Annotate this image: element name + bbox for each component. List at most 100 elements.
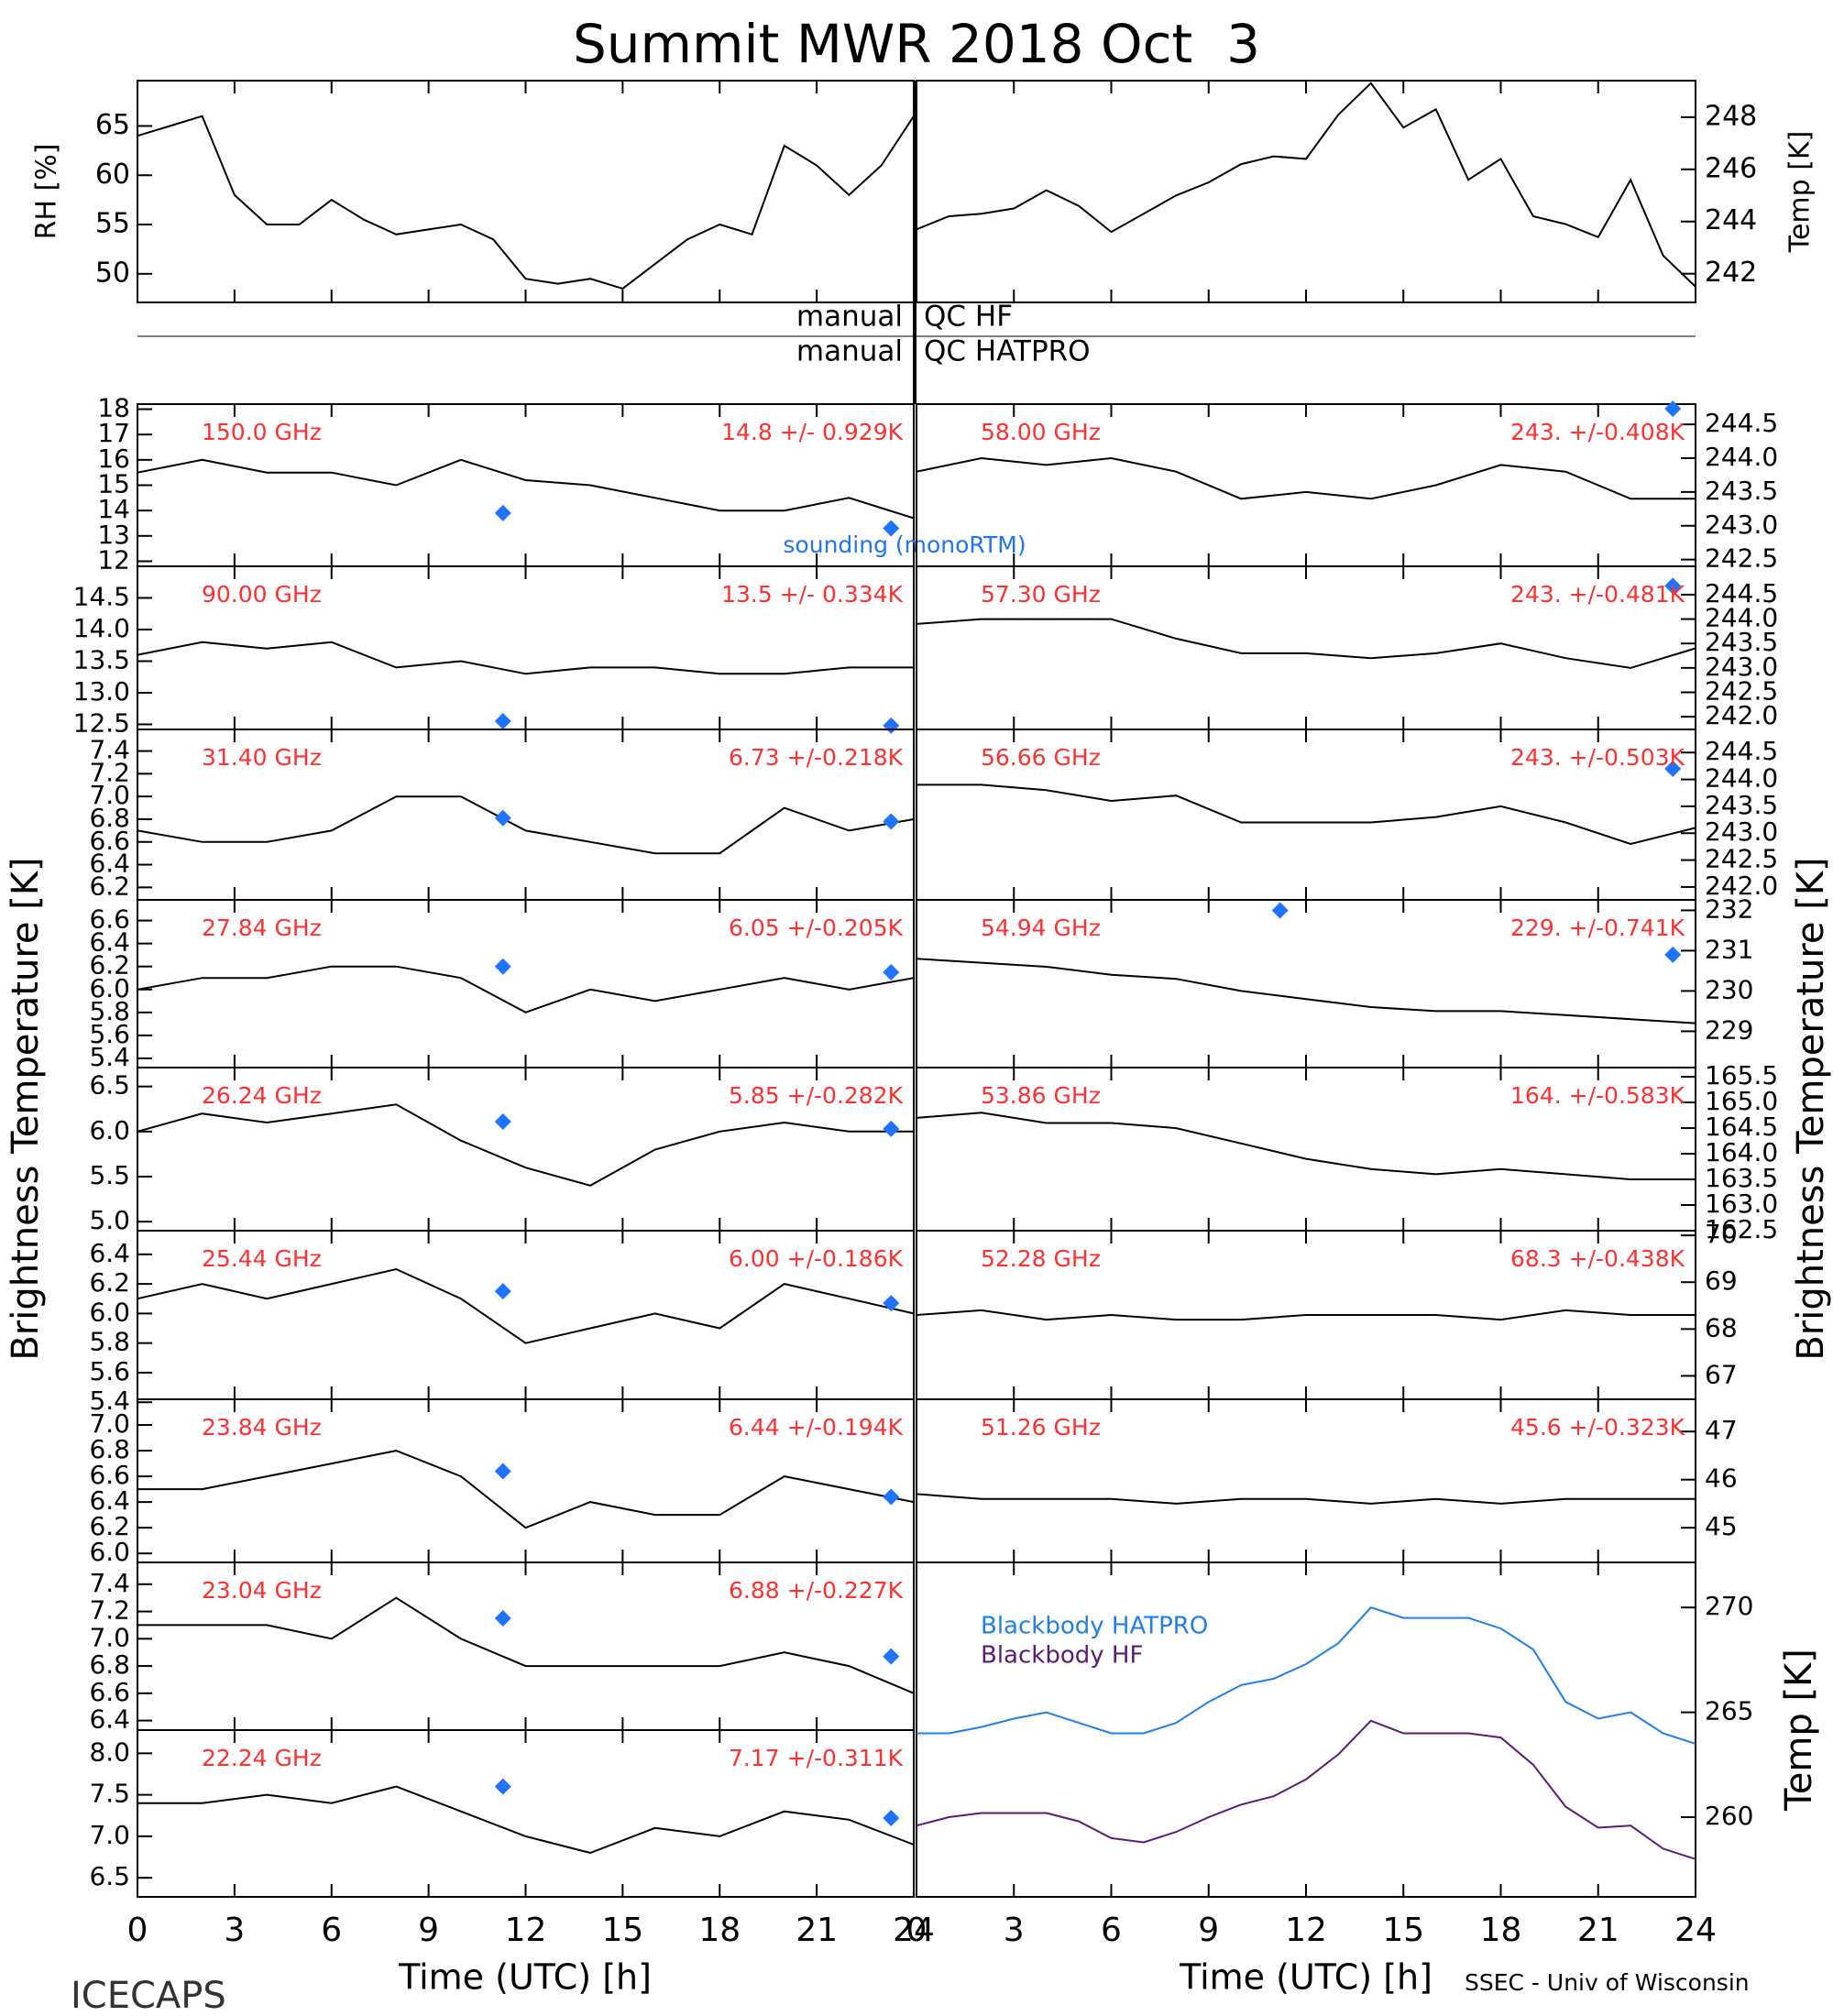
x-tick-label: 21 <box>796 1912 838 1949</box>
y-tick-label: 244.5 <box>1705 578 1778 608</box>
y-tick-label: 7.2 <box>89 1595 130 1626</box>
y-tick-label: 6.4 <box>89 1485 130 1516</box>
data-line <box>916 1719 1696 1860</box>
data-line <box>137 795 915 855</box>
y-tick-label: 6.6 <box>89 1677 130 1707</box>
y-tick-label: 164.0 <box>1705 1137 1778 1167</box>
y-tick-label: 6.6 <box>89 1460 130 1490</box>
channel-stats: 13.5 +/- 0.334K <box>721 581 904 608</box>
x-tick-label: 24 <box>893 1912 935 1949</box>
data-line <box>137 458 915 520</box>
qc-label: QC HF <box>924 301 1013 334</box>
y-tick-label: 5.4 <box>89 1386 130 1416</box>
footer-left: ICECAPS <box>71 1975 226 2016</box>
x-tick-label: 15 <box>601 1912 643 1949</box>
y-tick-label: 5.0 <box>89 1205 130 1235</box>
y-tick-label: 6.4 <box>89 927 130 958</box>
y-tick-label: 5.8 <box>89 996 130 1026</box>
x-tick-label: 3 <box>1004 1912 1025 1949</box>
y-tick-label: 7.0 <box>89 1408 130 1439</box>
y-tick-label: 60 <box>95 159 130 191</box>
sounding-point <box>1664 760 1682 777</box>
channel-label: 58.00 GHz <box>981 419 1101 445</box>
y-tick-label: 7.4 <box>89 735 130 765</box>
y-tick-label: 14.0 <box>73 613 130 643</box>
x-axis-title: Time (UTC) [h] <box>398 1957 652 1998</box>
y-tick-label: 6.0 <box>89 1537 130 1567</box>
channel-stats: 6.44 +/-0.194K <box>729 1414 904 1441</box>
y-tick-label: 248 <box>1705 100 1757 132</box>
data-line <box>137 1450 915 1529</box>
y-tick-label: 6.0 <box>89 1297 130 1327</box>
channel-label: 90.00 GHz <box>202 581 322 608</box>
y-tick-label: 242.0 <box>1705 871 1778 901</box>
y-tick-label: 18 <box>97 393 130 423</box>
data-line <box>137 1785 915 1855</box>
channel-label: 52.28 GHz <box>981 1245 1101 1272</box>
sounding-point <box>494 504 511 521</box>
y-tick-label: 6.0 <box>89 973 130 1003</box>
qc-label: manual <box>796 335 903 368</box>
y-tick-label: 244.0 <box>1705 763 1778 794</box>
y-tick-label: 7.5 <box>89 1779 130 1809</box>
y-axis-title: Temp [K] <box>1784 131 1817 254</box>
legend-label: Blackbody HATPRO <box>981 1613 1208 1640</box>
y-tick-label: 6.5 <box>89 1861 130 1891</box>
sounding-point <box>883 1488 900 1506</box>
y-tick-label: 6.2 <box>89 1267 130 1298</box>
y-tick-label: 6.8 <box>89 1434 130 1464</box>
y-tick-label: 6.8 <box>89 803 130 833</box>
data-line <box>916 82 1696 288</box>
y-tick-label: 6.2 <box>89 950 130 981</box>
y-tick-label: 165.5 <box>1705 1060 1778 1090</box>
sounding-point <box>883 1648 900 1665</box>
y-tick-label: 5.6 <box>89 1019 130 1049</box>
y-tick-label: 5.4 <box>89 1042 130 1072</box>
x-tick-label: 9 <box>1198 1912 1219 1949</box>
data-line <box>916 618 1696 669</box>
y-tick-label: 164.5 <box>1705 1112 1778 1142</box>
y-tick-label: 242 <box>1705 257 1757 289</box>
channel-stats: 6.05 +/-0.205K <box>729 915 904 941</box>
sounding-point <box>883 963 900 981</box>
data-line <box>916 1493 1696 1505</box>
channel-stats: 7.17 +/-0.311K <box>729 1745 904 1771</box>
data-line <box>137 641 914 675</box>
data-line <box>916 456 1696 500</box>
y-axis-title: Brightness Temperature [K] <box>1790 857 1832 1360</box>
sounding-point <box>494 1610 511 1627</box>
data-line <box>137 1267 915 1344</box>
y-tick-label: 6.2 <box>89 1511 130 1541</box>
y-tick-label: 165.0 <box>1705 1086 1778 1116</box>
x-tick-label: 18 <box>698 1912 741 1949</box>
y-tick-label: 12.5 <box>73 707 130 738</box>
y-tick-label: 13 <box>97 520 130 550</box>
sounding-point <box>1664 577 1682 595</box>
y-tick-label: 7.0 <box>89 1622 130 1652</box>
y-tick-label: 12 <box>97 544 130 575</box>
y-tick-label: 6.4 <box>89 1704 130 1735</box>
x-tick-label: 15 <box>1382 1912 1424 1949</box>
channel-stats: 6.88 +/-0.227K <box>729 1577 904 1604</box>
y-axis-title: Temp [K] <box>1778 1649 1820 1812</box>
sounding-point <box>494 958 511 975</box>
y-tick-label: 246 <box>1705 152 1757 184</box>
channel-stats: 5.85 +/-0.282K <box>729 1082 904 1109</box>
channel-stats: 14.8 +/- 0.929K <box>721 419 904 445</box>
sounding-point <box>1664 400 1682 418</box>
y-tick-label: 70 <box>1705 1219 1738 1249</box>
y-tick-label: 15 <box>97 469 130 499</box>
y-tick-label: 163.5 <box>1705 1163 1778 1193</box>
channel-stats: 6.00 +/-0.186K <box>729 1245 904 1272</box>
x-tick-label: 0 <box>127 1912 148 1949</box>
sounding-point <box>1271 902 1289 919</box>
y-tick-label: 6.0 <box>89 1115 130 1145</box>
data-line <box>916 1309 1696 1321</box>
y-tick-label: 230 <box>1705 974 1753 1004</box>
sounding-point <box>883 1295 900 1312</box>
channel-label: 150.0 GHz <box>202 419 322 445</box>
y-tick-label: 242.0 <box>1705 700 1778 730</box>
channel-stats: 6.73 +/-0.218K <box>729 744 904 771</box>
channel-label: 57.30 GHz <box>981 581 1101 608</box>
